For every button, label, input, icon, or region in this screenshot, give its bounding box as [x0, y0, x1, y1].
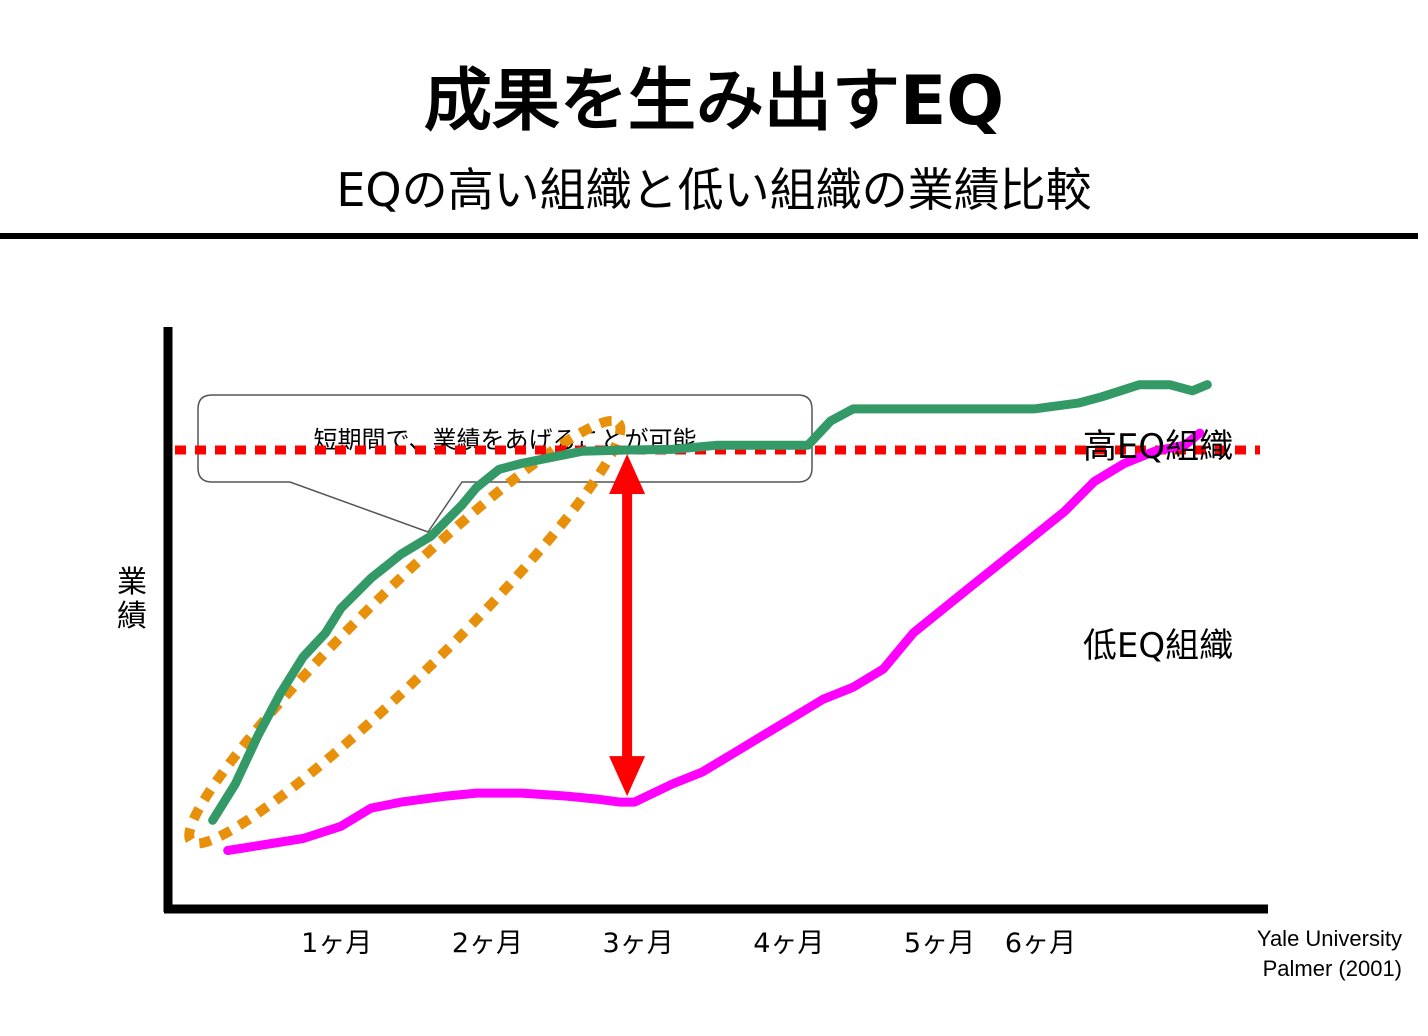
source-line-1: Yale University	[1256, 926, 1402, 951]
series-lines	[208, 380, 1212, 855]
slide-subtitle: EQの高い組織と低い組織の業績比較	[336, 163, 1092, 217]
x-tick-label: 2ヶ月	[452, 928, 523, 959]
series-label-low-eq: 低EQ組織	[1083, 626, 1233, 666]
slide-title: 成果を生み出すEQ	[423, 62, 1005, 141]
x-tick-label: 1ヶ月	[301, 928, 372, 959]
highlight-dotted-ellipse	[184, 415, 626, 849]
x-tick-label: 5ヶ月	[904, 928, 975, 959]
y-axis-label-char-2: 績	[117, 599, 147, 634]
series-label-high-eq: 高EQ組織	[1083, 427, 1233, 467]
series-line-1	[223, 428, 1205, 855]
x-tick-label: 3ヶ月	[603, 928, 674, 959]
source-citation: Yale University Palmer (2001)	[1257, 924, 1402, 984]
series-line-0	[208, 380, 1212, 825]
gap-arrow	[609, 454, 646, 797]
highlight-ellipse	[184, 415, 626, 849]
arrow-head-down	[609, 756, 646, 797]
title-divider	[0, 233, 1418, 239]
x-tick-labels: 1ヶ月 2ヶ月 3ヶ月 4ヶ月 5ヶ月 6ヶ月	[301, 928, 1076, 959]
y-axis-label-char-1: 業	[117, 565, 147, 600]
source-line-2: Palmer (2001)	[1262, 956, 1402, 981]
x-tick-label: 6ヶ月	[1005, 928, 1076, 959]
arrow-head-up	[609, 454, 646, 495]
x-tick-label: 4ヶ月	[753, 928, 824, 959]
axes: 業績	[117, 327, 1268, 914]
